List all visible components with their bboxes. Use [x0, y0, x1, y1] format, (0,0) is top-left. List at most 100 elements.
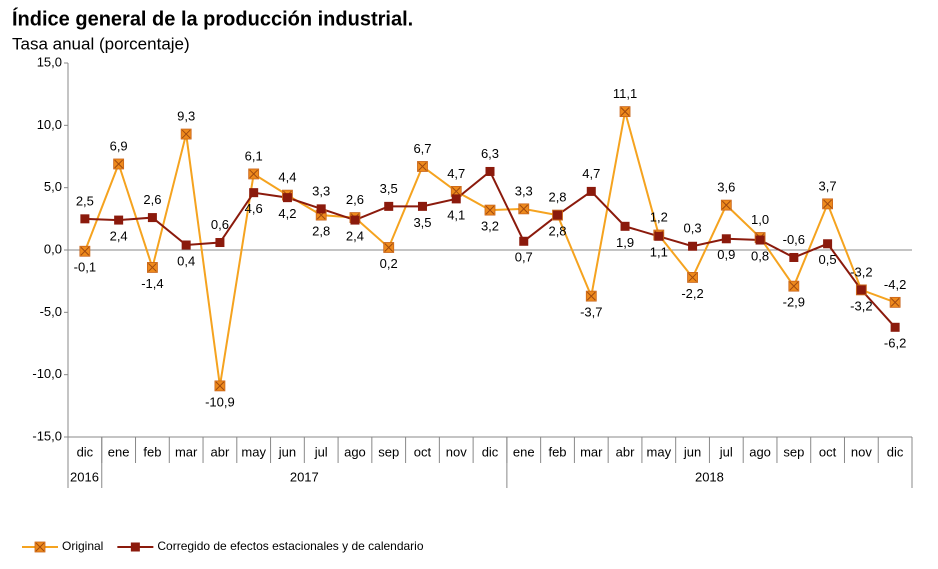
y-tick-label: -10,0	[32, 366, 62, 381]
data-label: -4,2	[884, 277, 906, 292]
chart-title: Índice general de la producción industri…	[12, 7, 413, 30]
x-tick-label: mar	[175, 444, 198, 459]
legend-marker	[34, 541, 46, 553]
marker-part	[181, 240, 191, 250]
marker-part	[620, 107, 630, 116]
data-point	[113, 158, 125, 170]
data-point	[687, 272, 698, 283]
data-point	[720, 199, 732, 211]
data-point	[214, 380, 226, 392]
year-label: 2016	[70, 469, 99, 484]
x-tick-label: may	[241, 444, 266, 459]
data-label: -3,2	[850, 298, 872, 313]
y-tick-label: 10,0	[37, 117, 62, 132]
data-point	[519, 236, 529, 246]
data-point	[890, 322, 900, 332]
data-label: 2,5	[76, 193, 94, 208]
data-label: 6,7	[413, 141, 431, 156]
marker-part	[519, 204, 529, 214]
marker-part	[147, 213, 157, 223]
x-tick-label: jul	[314, 444, 328, 459]
data-label: 0,9	[717, 247, 735, 262]
data-label: 3,7	[819, 178, 837, 193]
marker-part	[130, 542, 140, 552]
marker-part	[823, 199, 832, 209]
data-label: -1,4	[141, 276, 163, 291]
data-label: 0,3	[684, 221, 702, 236]
y-tick-label: -5,0	[40, 304, 62, 319]
y-tick-label: 5,0	[44, 179, 62, 194]
data-label: 1,9	[616, 235, 634, 250]
marker-part	[181, 129, 191, 139]
x-tick-label: ene	[513, 444, 535, 459]
data-point	[484, 204, 496, 216]
data-label: 6,9	[110, 138, 128, 153]
data-label: 3,5	[413, 215, 431, 230]
marker-part	[789, 252, 799, 262]
legend-label: Corregido de efectos estacionales y de c…	[157, 539, 423, 553]
marker-part	[721, 234, 731, 244]
chart-subtitle: Tasa anual (porcentaje)	[12, 34, 190, 53]
x-tick-label: may	[647, 444, 672, 459]
x-tick-label: dic	[77, 444, 94, 459]
marker-part	[688, 241, 698, 251]
marker-part	[519, 236, 529, 246]
data-label: 0,8	[751, 248, 769, 263]
marker-part	[485, 205, 495, 215]
marker-part	[485, 166, 495, 176]
data-point	[417, 161, 428, 172]
x-tick-label: jun	[683, 444, 701, 459]
marker-part	[80, 214, 90, 224]
data-label: 1,2	[650, 209, 668, 224]
marker-part	[384, 201, 394, 211]
x-tick-label: nov	[851, 444, 872, 459]
data-label: 4,6	[245, 201, 263, 216]
marker-part	[215, 238, 225, 248]
data-label: 6,1	[245, 148, 263, 163]
marker-part	[890, 322, 900, 332]
data-label: 3,3	[312, 183, 330, 198]
data-label: 2,4	[346, 229, 364, 244]
x-tick-label: jun	[278, 444, 296, 459]
data-point	[789, 252, 799, 262]
marker-part	[384, 243, 394, 252]
marker-part	[249, 169, 259, 179]
data-point	[383, 242, 395, 253]
marker-part	[35, 542, 45, 552]
x-tick-label: nov	[446, 444, 467, 459]
marker-part	[451, 194, 461, 204]
data-point	[619, 106, 631, 118]
legend-marker	[130, 542, 140, 552]
marker-part	[114, 159, 123, 169]
marker-part	[654, 231, 664, 241]
data-label: 2,8	[548, 190, 566, 205]
series-line	[84, 169, 896, 328]
data-point	[585, 290, 597, 302]
marker-part	[114, 215, 124, 225]
x-tick-label: mar	[580, 444, 603, 459]
data-point	[80, 214, 90, 224]
data-label: 11,1	[613, 86, 637, 101]
data-label: 1,1	[650, 245, 668, 260]
x-tick-label: dic	[887, 444, 904, 459]
data-point	[79, 245, 91, 257]
data-point	[248, 168, 260, 180]
marker-part	[823, 239, 833, 249]
data-point	[384, 201, 394, 211]
marker-part	[350, 215, 360, 225]
data-label: -10,9	[205, 394, 235, 409]
data-point	[215, 238, 225, 248]
data-point	[889, 296, 901, 308]
x-tick-label: ene	[108, 444, 130, 459]
data-point	[350, 215, 360, 225]
y-tick-label: 15,0	[37, 54, 62, 69]
data-point	[282, 193, 292, 203]
data-label: 4,7	[447, 166, 465, 181]
x-tick-label: feb	[143, 444, 161, 459]
data-point	[788, 280, 800, 292]
data-label: 2,8	[548, 224, 566, 239]
x-tick-label: oct	[414, 444, 432, 459]
data-point	[181, 240, 191, 250]
marker-part	[620, 221, 630, 231]
